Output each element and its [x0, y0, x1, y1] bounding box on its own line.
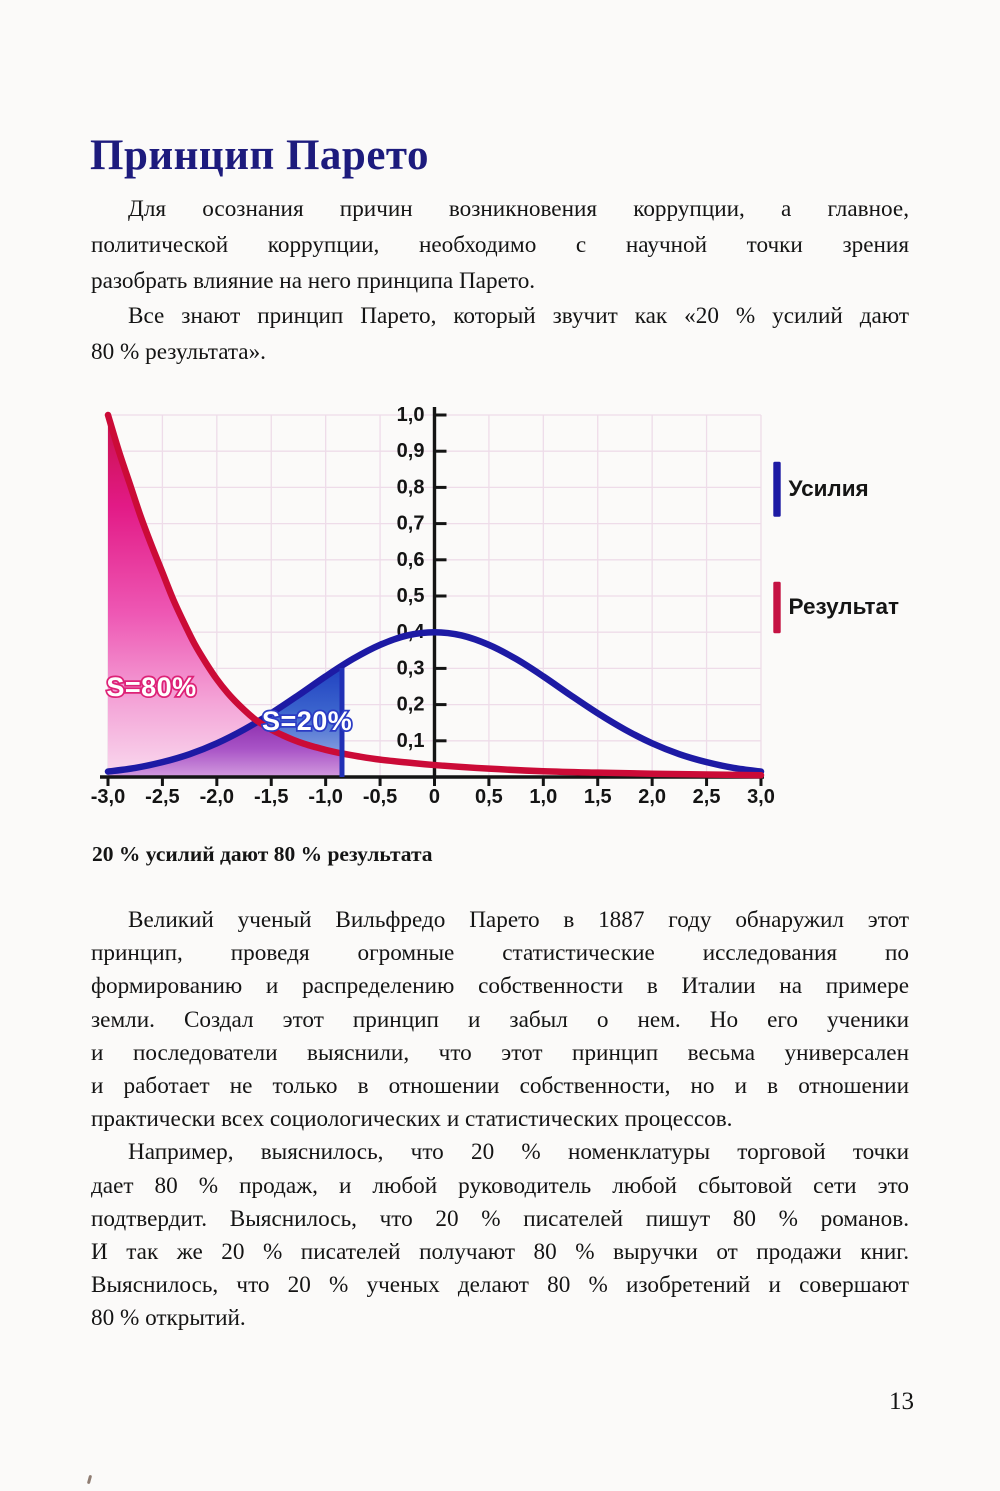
- x-tick-label: -1,5: [254, 786, 288, 808]
- y-tick-label: 0,7: [397, 513, 425, 535]
- x-tick-label: 2,5: [693, 786, 721, 808]
- paragraph-line: подтвердит. Выяснилось, что 20 % писател…: [91, 1205, 909, 1232]
- legend-swatch: [773, 461, 781, 517]
- page-title: Принцип Парето: [90, 131, 429, 179]
- x-tick-label: -1,0: [308, 786, 342, 808]
- pareto-chart: -3,0 -2,5 -2,0 -1,5 -1,0 -0,5 0 0,5 1,0 1,5 2,0 2,5…: [91, 404, 900, 808]
- x-tick-label: 0,5: [475, 786, 503, 808]
- paragraph-line: принцип, проведя огромные статистические…: [91, 940, 909, 967]
- paragraph-line: формированию и распределению собственнос…: [91, 973, 909, 1000]
- curves: [104, 411, 765, 779]
- area-label: S=80%: [106, 672, 196, 702]
- tick-labels: -3,0 -2,5 -2,0 -1,5 -1,0 -0,5 0 0,5 1,0 1,5 2,0 2,5…: [91, 404, 775, 808]
- paragraph-line: Все знают принцип Парето, который звучит…: [128, 303, 909, 330]
- paragraph-line: и работает не только в отношении собстве…: [91, 1073, 909, 1100]
- x-tick-label: -2,0: [200, 786, 234, 808]
- x-tick-label: -2,5: [145, 786, 179, 808]
- paragraph-line: и последователи выяснили, что этот принц…: [91, 1039, 909, 1066]
- x-tick-label: 0: [429, 786, 440, 808]
- legend-label: Результат: [789, 594, 900, 619]
- figure-caption: 20 % усилий дают 80 % результата: [92, 842, 433, 866]
- y-tick-label: 1,0: [397, 404, 425, 426]
- y-tick-label: 0,1: [397, 730, 425, 752]
- page-number: 13: [889, 1388, 914, 1415]
- paragraph-line: 80 % результата».: [91, 339, 266, 366]
- paragraph-line: Великий ученый Вильфредо Парето в 1887 г…: [128, 907, 909, 933]
- y-tick-label: 0,5: [397, 585, 425, 607]
- y-tick-label: 0,8: [397, 476, 425, 498]
- x-tick-label: 1,5: [584, 786, 612, 808]
- paragraph-line: земли. Создал этот принцип и забыл о нем…: [91, 1006, 909, 1033]
- x-tick-label: -3,0: [91, 786, 125, 808]
- paragraph-line: разобрать влияние на него принципа Парет…: [91, 267, 536, 294]
- x-tick-label: -0,5: [363, 786, 397, 808]
- paragraph-line: политической коррупции, необходимо с нау…: [91, 231, 909, 258]
- body-text-bottom: Великий ученый Вильфредо Парето в 1887 г…: [91, 904, 909, 1336]
- x-tick-label: 3,0: [747, 786, 775, 808]
- x-tick-label: 1,0: [529, 786, 557, 808]
- body-text-top: Для осознания причин возникновения корру…: [91, 192, 909, 371]
- area-label: S=20%: [262, 706, 352, 736]
- paragraph-line: Выяснилось, что 20 % ученых делают 80 % …: [91, 1272, 909, 1299]
- y-tick-label: 0,6: [397, 549, 425, 571]
- legend-swatch: [773, 581, 781, 634]
- legend: Усилия Результат: [773, 461, 900, 634]
- paragraph-line: 80 % открытий.: [91, 1305, 246, 1332]
- paragraph-line: Например, выяснилось, что 20 % номенклат…: [128, 1139, 909, 1166]
- paragraph-line: практически всех социологических и стати…: [91, 1106, 733, 1133]
- y-tick-label: 0,3: [397, 657, 425, 679]
- result-curve: [104, 411, 765, 779]
- shaded-area-result: [108, 415, 342, 777]
- x-tick-label: 2,0: [638, 786, 666, 808]
- paragraph-line: дает 80 % продаж, и любой руководитель л…: [91, 1172, 909, 1199]
- scan-mark: [86, 1474, 93, 1485]
- paragraph-line: И так же 20 % писателей получают 80 % вы…: [91, 1239, 909, 1266]
- y-tick-label: 0,2: [397, 694, 425, 716]
- paragraph-line: Для осознания причин возникновения корру…: [128, 196, 909, 222]
- annotations: S=80% S=20%: [105, 667, 354, 777]
- effort-curve: [104, 628, 765, 775]
- y-tick-label: 0,9: [397, 440, 425, 462]
- legend-label: Усилия: [789, 476, 869, 501]
